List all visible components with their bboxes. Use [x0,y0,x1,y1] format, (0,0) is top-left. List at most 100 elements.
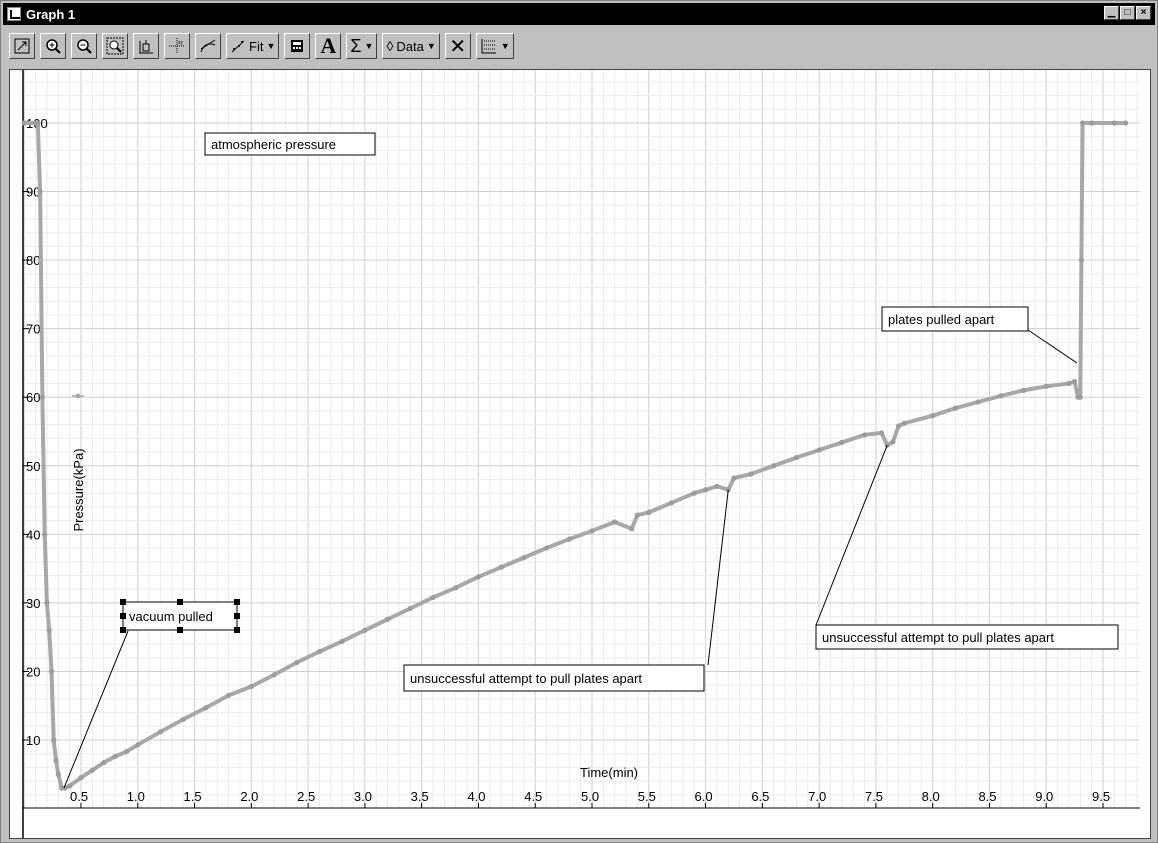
annotation-text: unsuccessful attempt to pull plates apar… [410,671,642,686]
data-point [668,500,675,506]
data-label: Data [396,38,424,54]
selection-handle [234,613,240,619]
x-tick-label: 3.0 [354,789,372,804]
selection-handle [120,627,126,633]
window-title: Graph 1 [26,6,76,22]
data-point [55,771,61,777]
data-point [1066,380,1072,387]
data-point [901,420,907,426]
data-point [1079,120,1086,126]
annotation-leader [1027,329,1078,364]
data-point [748,471,754,477]
data-point [998,393,1004,399]
examine-icon [139,40,153,54]
selection-handle [177,627,183,633]
annotation-text: plates pulled apart [888,312,995,327]
x-tick-label: 9.0 [1035,789,1053,804]
data-point [702,487,709,493]
zoom-out-button[interactable] [71,33,97,59]
data-point [816,447,822,453]
y-axis-label: Pressure(kPa) [71,448,86,531]
x-tick-label: 5.0 [581,789,599,804]
x-tick-label: 6.0 [695,789,713,804]
delete-button[interactable]: ✕ [444,33,471,59]
title-bar[interactable]: Graph 1 ▁ □ × [3,3,1155,25]
data-point [589,528,595,534]
zoom-in-button[interactable] [40,33,66,59]
close-icon: × [1140,7,1147,18]
autoscale-button[interactable] [9,33,35,59]
calculator-button[interactable] [284,33,311,59]
selection-handle [177,599,183,605]
graph-options-button[interactable]: ▼ [475,33,514,59]
x-tick-label: 4.0 [467,789,485,804]
data-point [1078,257,1085,263]
data-point [37,188,43,195]
smart-tool-button[interactable]: xy [164,33,190,59]
data-point [39,394,45,400]
data-point [44,600,50,606]
data-point [101,760,107,766]
y-tick-label: 70 [26,322,40,337]
fit-line-icon [231,40,245,53]
x-tick-label: 1.5 [184,789,202,804]
x-tick-label: 7.5 [865,789,883,804]
statistics-button[interactable]: Σ ▼ [346,33,378,59]
data-point [339,638,345,644]
data-point [294,659,300,666]
x-tick-label: 5.5 [638,789,656,804]
data-point [135,742,141,748]
close-x-icon: ✕ [449,35,467,58]
data-point [771,463,777,469]
y-tick-label: 40 [26,527,40,542]
data-point [714,483,720,489]
autoscale-icon [14,38,30,54]
data-button[interactable]: ◊ Data ▼ [382,33,440,59]
data-point [226,692,232,699]
y-tick-label: 30 [26,596,40,611]
data-point [890,439,896,445]
close-button[interactable]: × [1136,6,1151,20]
data-point [930,413,936,419]
data-point [21,120,27,126]
tangent-button[interactable] [195,33,221,59]
data-point [203,705,209,711]
x-tick-label: 8.5 [978,789,996,804]
data-point [42,531,48,537]
maximize-button[interactable]: □ [1120,6,1135,20]
chevron-down-icon: ▼ [364,41,374,51]
x-tick-label: 7.0 [808,789,826,804]
data-point [629,526,635,532]
plot-area[interactable]: 1020304050607080901000.51.01.52.02.53.03… [9,69,1151,839]
text-annotation-button[interactable]: A [315,33,342,59]
graph-app-icon [7,7,21,21]
data-point [123,749,130,755]
y-tick-label: 10 [26,733,40,748]
chevron-down-icon: ▼ [426,41,436,51]
data-point [521,555,527,561]
data-point [362,627,368,633]
pressure-chart[interactable]: 1020304050607080901000.51.01.52.02.53.03… [10,70,1150,838]
zoom-box-button[interactable] [102,33,128,59]
sigma-label: Σ [350,35,362,56]
annotation-box [815,624,1119,650]
data-point [51,737,57,743]
x-tick-label: 8.0 [922,789,940,804]
zoom-in-icon [46,39,61,54]
annotation-text: vacuum pulled [129,609,213,624]
annotation-leader [63,630,129,789]
crosshair-icon: xy [169,38,185,54]
data-point [112,753,118,760]
examine-button[interactable] [133,33,159,59]
data-point [1111,120,1117,126]
data-point [952,405,958,411]
fit-button[interactable]: Fit ▼ [226,33,280,59]
data-point [1020,387,1027,393]
data-point [89,767,95,773]
minimize-button[interactable]: ▁ [1104,6,1119,20]
data-point [566,536,572,542]
data-point [896,423,902,429]
data-point [67,783,73,789]
selection-handle [120,599,126,605]
svg-text:xy: xy [178,40,184,46]
